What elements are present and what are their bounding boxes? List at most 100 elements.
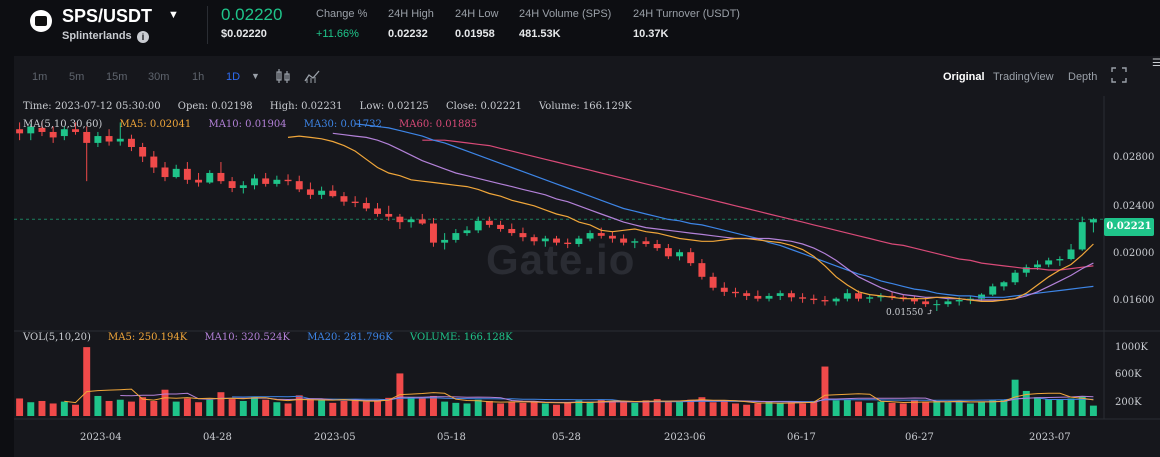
volume-bar	[16, 398, 24, 416]
date-axis-tick: 05-28	[552, 432, 581, 443]
volume-bar	[933, 400, 941, 416]
volume-bar	[1089, 405, 1097, 416]
low-price-value: 0.01550	[886, 308, 924, 318]
chart-toolbar: 1m 5m 15m 30m 1h 1D ▼ Original TradingVi…	[14, 56, 1160, 96]
volume-bar	[799, 403, 807, 416]
candle-body	[83, 131, 91, 143]
volume-bar	[340, 400, 348, 416]
legend-vol-ma5: MA5: 250.194K	[108, 332, 188, 343]
tab-depth[interactable]: Depth	[1068, 71, 1098, 83]
price-axis-tick: 0.01600	[1113, 295, 1155, 306]
volume-bar	[452, 402, 460, 416]
candle-body	[429, 223, 437, 243]
candle-body	[452, 233, 460, 240]
candle-body	[385, 213, 393, 217]
info-icon[interactable]: i	[137, 31, 149, 43]
timeframe-1d[interactable]: 1D	[226, 71, 241, 83]
candle-body	[150, 156, 158, 168]
candle-body	[955, 300, 963, 302]
candle-body	[508, 228, 516, 234]
header-divider	[207, 6, 208, 44]
candle-body	[16, 129, 24, 134]
volume-bar	[183, 398, 191, 416]
volume-bar	[306, 398, 314, 416]
tab-original[interactable]: Original	[943, 71, 985, 83]
volume-bar	[407, 397, 415, 416]
volume-bar	[620, 402, 628, 416]
indicators-icon[interactable]	[304, 69, 320, 83]
volume-bar	[586, 401, 594, 416]
candle-body	[1089, 219, 1097, 223]
candle-body	[620, 238, 628, 243]
candle-body	[698, 263, 706, 277]
candle-body	[866, 297, 874, 299]
legend-high: High: 0.02231	[269, 101, 343, 112]
candle-body	[720, 287, 728, 292]
timeframe-5m[interactable]: 5m	[69, 71, 85, 83]
candle-body	[810, 298, 818, 301]
candle-body	[933, 304, 941, 306]
candle-body	[899, 297, 907, 299]
candle-body	[653, 244, 661, 249]
candle-body	[1045, 260, 1053, 265]
volume-bar	[888, 402, 896, 416]
volume-bar	[698, 397, 706, 416]
volume-bar	[608, 400, 616, 416]
volume-bar	[429, 395, 437, 416]
candle-body	[72, 129, 79, 132]
volume-bar	[485, 400, 493, 416]
fullscreen-icon[interactable]	[1111, 67, 1127, 83]
pair-title[interactable]: SPS/USDT	[62, 6, 153, 26]
pair-dropdown-caret-icon[interactable]: ▼	[168, 9, 179, 21]
date-axis-tick: 2023-05	[314, 432, 356, 443]
volume-bar	[754, 403, 762, 416]
volume-ma10-line	[120, 392, 1094, 404]
candle-body	[474, 220, 482, 231]
stat-label-low: 24H Low	[455, 8, 499, 20]
candle-body	[418, 219, 426, 224]
volume-bar	[441, 401, 449, 416]
candle-body	[787, 293, 795, 298]
timeframe-1m[interactable]: 1m	[32, 71, 48, 83]
timeframe-15m[interactable]: 15m	[106, 71, 128, 83]
volume-bar	[1045, 399, 1053, 416]
price-axis-tick: 0.02400	[1113, 201, 1155, 212]
legend-ma5: MA5: 0.02041	[119, 119, 192, 130]
volume-bar	[910, 400, 918, 416]
candle-body	[676, 252, 684, 257]
candle-body	[888, 295, 896, 298]
candlestick-type-icon[interactable]	[275, 69, 291, 83]
candlestick-chart[interactable]	[14, 96, 1160, 457]
volume-bar	[38, 400, 46, 416]
volume-ma5-line	[64, 388, 1094, 404]
candle-body	[754, 295, 762, 299]
ma5-line	[287, 135, 1094, 302]
volume-bar	[83, 347, 91, 416]
candle-body	[94, 136, 102, 143]
stat-value-volume: 481.53K	[519, 28, 561, 40]
candle-body	[564, 242, 572, 245]
timeframe-1h[interactable]: 1h	[192, 71, 205, 83]
candle-body	[217, 172, 225, 182]
timeframe-more-caret-icon[interactable]: ▼	[251, 71, 260, 81]
volume-bar	[105, 400, 113, 416]
chart-menu-icon[interactable]: ☰	[1152, 58, 1160, 69]
candle-body	[966, 298, 974, 301]
volume-bar	[743, 404, 751, 416]
volume-bar	[217, 392, 225, 416]
timeframe-30m[interactable]: 30m	[148, 71, 170, 83]
candle-body	[340, 196, 348, 202]
stat-label-high: 24H High	[388, 8, 434, 20]
candle-body	[664, 248, 672, 257]
tab-tradingview[interactable]: TradingView	[993, 71, 1054, 83]
volume-bar	[955, 400, 963, 416]
volume-bar	[1034, 397, 1041, 416]
current-price-tag: 0.02221	[1104, 218, 1154, 236]
candle-body	[832, 298, 840, 302]
candle-body	[463, 230, 471, 234]
legend-ma30: MA30: 0.01732	[303, 119, 382, 130]
volume-axis-tick: 600K	[1115, 369, 1142, 380]
candle-body	[485, 220, 493, 225]
volume-bar	[1056, 399, 1064, 416]
candle-body	[1022, 267, 1030, 273]
